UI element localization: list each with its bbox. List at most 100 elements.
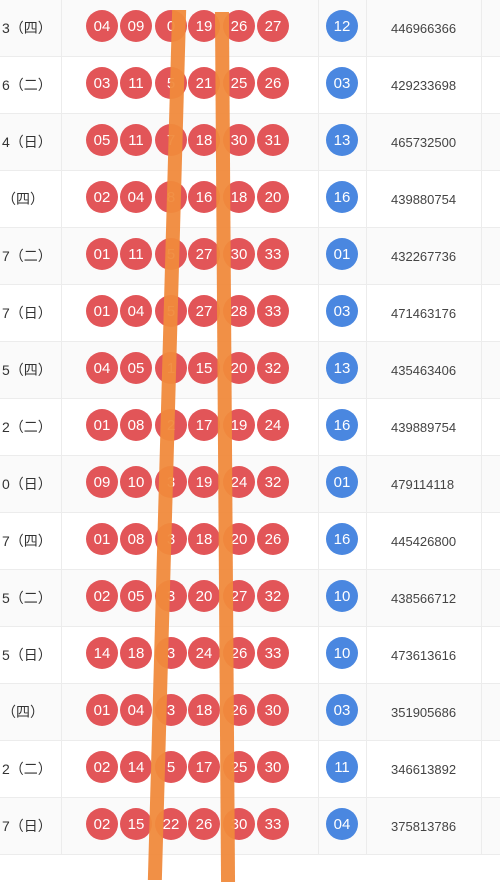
blue-ball: 10 <box>326 637 358 669</box>
red-ball: 02 <box>86 580 118 612</box>
red-ball: 27 <box>188 295 220 327</box>
sales-amount: 439880754 <box>366 171 482 227</box>
table-row[interactable]: （四） 02 04 8 16 18 20 16 439880754 <box>0 171 500 228</box>
table-row[interactable]: 7（日） 02 15 22 26 30 33 04 375813786 <box>0 798 500 855</box>
blue-ball: 16 <box>326 523 358 555</box>
red-ball: 18 <box>188 124 220 156</box>
red-ball: 02 <box>86 751 118 783</box>
red-ball: 27 <box>188 238 220 270</box>
table-row[interactable]: 5（二） 02 05 3 20 27 32 10 438566712 <box>0 570 500 627</box>
sales-amount: 346613892 <box>366 741 482 797</box>
blue-ball-cell: 16 <box>318 513 367 569</box>
draw-date: （四） <box>0 171 62 227</box>
table-row[interactable]: 7（日） 01 04 5 27 28 33 03 471463176 <box>0 285 500 342</box>
red-ball: 05 <box>120 580 152 612</box>
sales-amount: 445426800 <box>366 513 482 569</box>
red-ball: 11 <box>120 238 152 270</box>
draw-date: 5（日） <box>0 627 62 683</box>
red-ball: 21 <box>188 67 220 99</box>
red-ball: 32 <box>257 466 289 498</box>
red-ball: 26 <box>257 67 289 99</box>
blue-ball-cell: 16 <box>318 399 367 455</box>
draw-date: 2（二） <box>0 399 62 455</box>
blue-ball-cell: 03 <box>318 684 367 740</box>
draw-date: 3（四） <box>0 0 62 56</box>
blue-ball-cell: 16 <box>318 171 367 227</box>
sales-amount: 446966366 <box>366 0 482 56</box>
blue-ball-cell: 01 <box>318 456 367 512</box>
draw-date: 4（日） <box>0 114 62 170</box>
blue-ball-cell: 01 <box>318 228 367 284</box>
red-ball: 32 <box>257 352 289 384</box>
blue-ball: 10 <box>326 580 358 612</box>
red-ball: 01 <box>86 523 118 555</box>
blue-ball: 04 <box>326 808 358 840</box>
blue-ball-cell: 10 <box>318 570 367 626</box>
red-balls: 04 05 1 15 20 32 <box>62 342 319 398</box>
red-balls: 02 15 22 26 30 33 <box>62 798 319 854</box>
red-ball: 05 <box>120 352 152 384</box>
table-row[interactable]: （四） 01 04 3 18 26 30 03 351905686 <box>0 684 500 741</box>
red-ball: 24 <box>188 637 220 669</box>
red-ball: 30 <box>257 751 289 783</box>
red-balls: 04 09 0 19 26 27 <box>62 0 319 56</box>
red-balls: 05 11 7 18 30 31 <box>62 114 319 170</box>
red-ball: 33 <box>257 637 289 669</box>
table-row[interactable]: 7（二） 01 11 5 27 30 33 01 432267736 <box>0 228 500 285</box>
red-ball: 01 <box>86 694 118 726</box>
red-ball: 19 <box>188 10 220 42</box>
table-row[interactable]: 2（二） 02 14 5 17 25 30 11 346613892 <box>0 741 500 798</box>
red-ball: 33 <box>257 808 289 840</box>
blue-ball: 01 <box>326 466 358 498</box>
sales-amount: 435463406 <box>366 342 482 398</box>
table-row[interactable]: 6（二） 03 11 5 21 25 26 03 429233698 <box>0 57 500 114</box>
blue-ball-cell: 12 <box>318 0 367 56</box>
draw-date: 5（二） <box>0 570 62 626</box>
red-ball: 11 <box>120 67 152 99</box>
red-ball: 17 <box>188 751 220 783</box>
sales-amount: 479114118 <box>366 456 482 512</box>
red-ball: 08 <box>120 523 152 555</box>
sales-amount: 439889754 <box>366 399 482 455</box>
blue-ball: 16 <box>326 409 358 441</box>
sales-amount: 438566712 <box>366 570 482 626</box>
sales-amount: 351905686 <box>366 684 482 740</box>
blue-ball: 03 <box>326 67 358 99</box>
red-ball: 24 <box>257 409 289 441</box>
table-row[interactable]: 0（日） 09 10 3 19 24 32 01 479114118 <box>0 456 500 513</box>
red-ball: 16 <box>188 181 220 213</box>
red-ball: 33 <box>257 295 289 327</box>
red-ball: 20 <box>188 580 220 612</box>
red-ball: 19 <box>188 466 220 498</box>
table-row[interactable]: 5（日） 14 18 3 24 26 33 10 473613616 <box>0 627 500 684</box>
red-ball: 04 <box>120 694 152 726</box>
red-ball: 11 <box>120 124 152 156</box>
red-ball: 26 <box>257 523 289 555</box>
red-ball: 26 <box>188 808 220 840</box>
red-ball: 33 <box>257 238 289 270</box>
red-ball: 15 <box>120 808 152 840</box>
draw-date: 7（日） <box>0 798 62 854</box>
red-balls: 01 04 3 18 26 30 <box>62 684 319 740</box>
red-ball: 32 <box>257 580 289 612</box>
red-ball: 14 <box>120 751 152 783</box>
red-balls: 09 10 3 19 24 32 <box>62 456 319 512</box>
table-row[interactable]: 3（四） 04 09 0 19 26 27 12 446966366 <box>0 0 500 57</box>
red-ball: 10 <box>120 466 152 498</box>
table-row[interactable]: 2（二） 01 08 2 17 19 24 16 439889754 <box>0 399 500 456</box>
table-row[interactable]: 4（日） 05 11 7 18 30 31 13 465732500 <box>0 114 500 171</box>
red-ball: 18 <box>188 694 220 726</box>
blue-ball-cell: 13 <box>318 114 367 170</box>
table-row[interactable]: 7（四） 01 08 3 18 20 26 16 445426800 <box>0 513 500 570</box>
draw-date: 6（二） <box>0 57 62 113</box>
draw-date: 7（日） <box>0 285 62 341</box>
red-balls: 01 11 5 27 30 33 <box>62 228 319 284</box>
red-balls: 01 08 2 17 19 24 <box>62 399 319 455</box>
table-row[interactable]: 5（四） 04 05 1 15 20 32 13 435463406 <box>0 342 500 399</box>
sales-amount: 432267736 <box>366 228 482 284</box>
draw-date: 0（日） <box>0 456 62 512</box>
red-ball: 01 <box>86 295 118 327</box>
blue-ball: 13 <box>326 352 358 384</box>
red-ball: 08 <box>120 409 152 441</box>
red-ball: 02 <box>86 808 118 840</box>
